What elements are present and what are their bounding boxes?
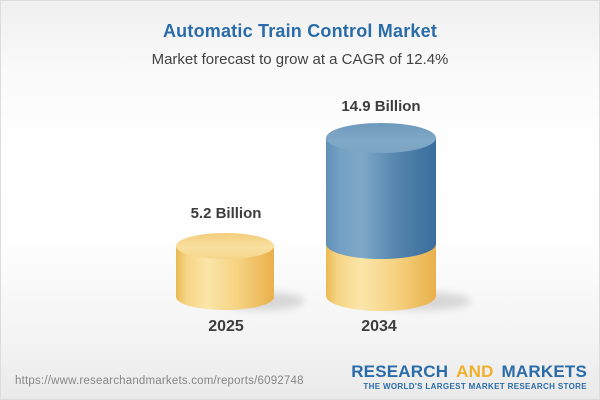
logo-word-research: RESEARCH <box>351 362 449 381</box>
bar-2025-cylinder <box>176 233 274 310</box>
research-and-markets-logo: RESEARCH AND MARKETS THE WORLD'S LARGEST… <box>351 363 587 391</box>
value-label-2025: 5.2 Billion <box>190 205 262 222</box>
chart-title: Automatic Train Control Market <box>162 21 438 41</box>
chart-subtitle: Market forecast to grow at a CAGR of 12.… <box>151 51 449 68</box>
bar-2034-upper-segment <box>326 138 436 259</box>
logo-wordmark: RESEARCH AND MARKETS <box>351 363 587 380</box>
bar-2034-cylinder <box>326 123 436 311</box>
logo-tagline: THE WORLD'S LARGEST MARKET RESEARCH STOR… <box>363 382 587 391</box>
value-label-2034: 14.9 Billion <box>341 98 421 115</box>
x-axis-label-2034: 2034 <box>361 318 397 335</box>
report-url-link[interactable]: https://www.researchandmarkets.com/repor… <box>15 375 304 387</box>
logo-word-and: AND <box>456 362 494 381</box>
bar-2034-base-segment <box>326 244 436 311</box>
x-axis-label-2025: 2025 <box>208 318 244 335</box>
logo-word-markets: MARKETS <box>501 362 587 381</box>
